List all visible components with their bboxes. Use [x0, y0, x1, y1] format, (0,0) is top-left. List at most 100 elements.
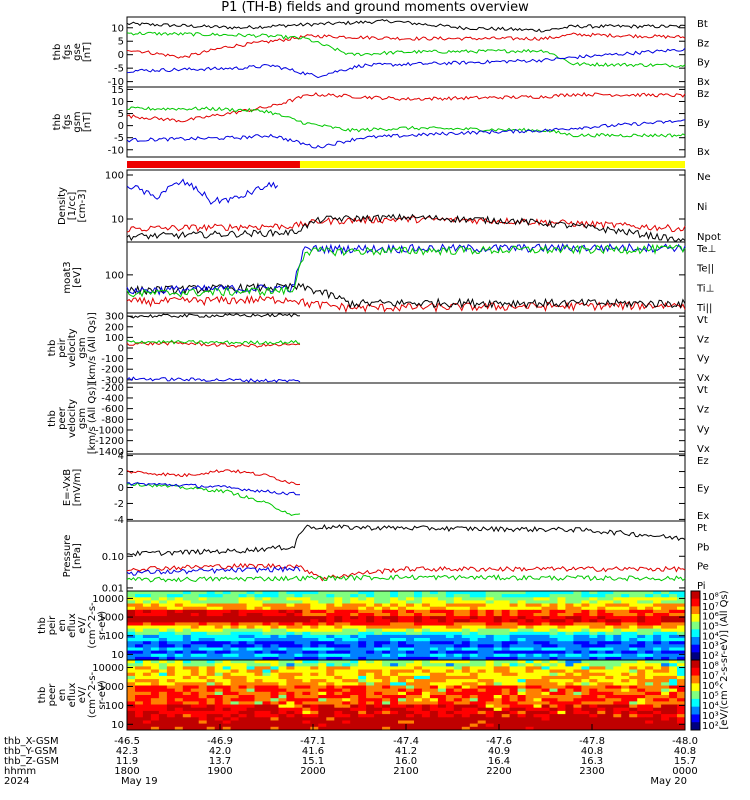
heatmap-cell — [135, 675, 144, 680]
heatmap-cell — [158, 663, 168, 667]
heatmap-cell — [366, 641, 375, 645]
heatmap-cell — [414, 644, 423, 648]
heatmap-cell — [302, 672, 311, 677]
heatmap-cell — [477, 714, 487, 718]
heatmap-cell — [549, 603, 558, 608]
heatmap-cell — [573, 591, 582, 595]
heatmap-cell — [310, 606, 319, 611]
heatmap-cell — [206, 628, 216, 633]
heatmap-cell — [429, 685, 439, 690]
heatmap-cell — [485, 600, 495, 604]
heatmap-cell — [302, 688, 311, 693]
heatmap-cell — [254, 622, 263, 626]
y-tick-label: -5 — [114, 64, 124, 75]
heatmap-cell — [206, 675, 216, 680]
heatmap-cell — [605, 619, 614, 623]
heatmap-cell — [573, 656, 582, 661]
heatmap-cell — [541, 625, 550, 630]
heatmap-cell — [246, 628, 256, 633]
heatmap-cell — [350, 695, 359, 699]
heatmap-cell — [310, 698, 319, 702]
heatmap-cell — [294, 714, 303, 718]
heatmap-cell — [597, 650, 606, 655]
y-axis-label: gsm — [77, 337, 88, 358]
heatmap-cell — [326, 663, 335, 667]
heatmap-cell — [286, 597, 295, 601]
heatmap-cell — [390, 594, 399, 598]
heatmap-cell — [621, 710, 630, 715]
heatmap-cell — [645, 691, 654, 696]
heatmap-cell — [645, 619, 654, 623]
heatmap-cell — [262, 688, 271, 693]
heatmap-cell — [414, 641, 423, 645]
heatmap-cell — [382, 695, 391, 699]
heatmap-cell — [557, 606, 566, 611]
heatmap-cell — [661, 634, 670, 639]
heatmap-cell — [262, 675, 271, 680]
heatmap-cell — [414, 663, 423, 667]
heatmap-cell — [493, 695, 503, 699]
heatmap-cell — [366, 688, 375, 693]
heatmap-cell — [390, 606, 399, 611]
heatmap-cell — [525, 695, 535, 699]
heatmap-cell — [437, 613, 447, 617]
heatmap-cell — [350, 609, 359, 614]
heatmap-cell — [414, 650, 423, 655]
heatmap-cell — [190, 688, 200, 693]
heatmap-cell — [262, 691, 271, 696]
heatmap-cell — [358, 666, 367, 671]
heatmap-cell — [557, 594, 566, 598]
heatmap-cell — [254, 726, 263, 731]
heatmap-cell — [150, 720, 160, 725]
heatmap-cell — [597, 698, 606, 702]
heatmap-cell — [182, 691, 192, 696]
heatmap-cell — [501, 685, 511, 690]
heatmap-cell — [645, 603, 654, 608]
heatmap-cell — [398, 704, 407, 709]
heatmap-cell — [629, 710, 638, 715]
heatmap-cell — [493, 685, 503, 690]
heatmap-cell — [621, 606, 630, 611]
heatmap-cell — [294, 597, 303, 601]
heatmap-cell — [174, 597, 184, 601]
heatmap-cell — [166, 653, 176, 658]
heatmap-cell — [637, 701, 646, 706]
heatmap-cell — [605, 679, 614, 683]
heatmap-cell — [342, 675, 351, 680]
heatmap-cell — [445, 669, 455, 674]
heatmap-cell — [414, 707, 423, 712]
heatmap-cell — [254, 656, 263, 661]
heatmap-cell — [166, 650, 176, 655]
heatmap-cell — [158, 666, 168, 671]
heatmap-cell — [605, 698, 614, 702]
heatmap-cell — [390, 647, 399, 652]
heatmap-cell — [629, 613, 638, 617]
heatmap-cell — [565, 609, 574, 614]
heatmap-cell — [573, 619, 582, 623]
heatmap-cell — [350, 653, 359, 658]
heatmap-cell — [509, 717, 519, 721]
heatmap-cell — [135, 679, 144, 683]
heatmap-cell — [350, 625, 359, 630]
heatmap-cell — [645, 597, 654, 601]
heatmap-cell — [637, 631, 646, 636]
x-tick-label: -48.0 — [672, 736, 698, 747]
heatmap-cell — [581, 634, 590, 639]
heatmap-cell — [214, 666, 224, 671]
heatmap-cell — [437, 631, 447, 636]
heatmap-cell — [493, 714, 503, 718]
heatmap-cell — [230, 600, 240, 604]
heatmap-cell — [270, 679, 279, 683]
heatmap-cell — [661, 691, 670, 696]
heatmap-cell — [358, 622, 367, 626]
heatmap-cell — [461, 609, 471, 614]
heatmap-cell — [565, 672, 574, 677]
heatmap-cell — [605, 691, 614, 696]
heatmap-cell — [190, 695, 200, 699]
heatmap-cell — [549, 622, 558, 626]
heatmap-cell — [589, 714, 598, 718]
heatmap-cell — [461, 701, 471, 706]
heatmap-cell — [565, 641, 574, 645]
colorbar-cell — [691, 614, 700, 623]
heatmap-cell — [621, 720, 630, 725]
